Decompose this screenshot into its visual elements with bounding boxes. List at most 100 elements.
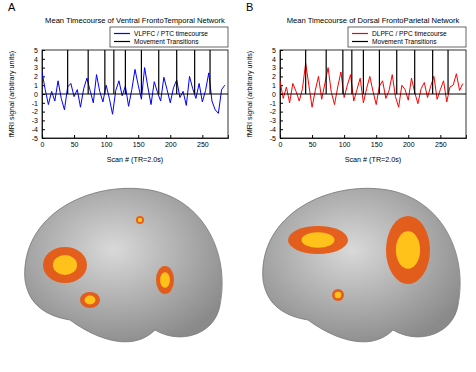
tick: -2 xyxy=(270,108,283,115)
tick-label: -1 xyxy=(270,100,276,107)
tick-label: 50 xyxy=(309,141,317,148)
tick: -1 xyxy=(32,100,45,107)
tick: -4 xyxy=(270,126,283,133)
movement-transition xyxy=(104,50,105,94)
movement-transition xyxy=(342,50,343,94)
tick: -5 xyxy=(32,135,45,142)
tick-mark xyxy=(106,135,107,138)
tick-mark xyxy=(280,129,283,130)
tick-mark xyxy=(42,59,45,60)
tick-label: 0 xyxy=(41,141,45,148)
movement-transition xyxy=(379,50,380,94)
movement-transition xyxy=(176,50,177,94)
movement-transition xyxy=(88,50,89,94)
title: Mean Timecourse of Dorsal FrontoParietal… xyxy=(287,16,460,25)
activation xyxy=(43,247,87,283)
plot-area xyxy=(280,50,466,107)
brain-outline xyxy=(263,188,460,342)
x-axis: 050100150200250 xyxy=(279,135,467,148)
tick-mark xyxy=(42,120,45,121)
axis-line xyxy=(43,135,229,139)
tick-mark xyxy=(280,50,283,51)
movement-transition xyxy=(113,50,114,94)
tick-mark xyxy=(42,138,45,139)
panel: BMean Timecourse of Dorsal FrontoParieta… xyxy=(245,1,467,342)
tick: 250 xyxy=(435,135,447,148)
panel: AMean Timecourse of Ventral FrontoTempor… xyxy=(7,1,229,342)
tick: 100 xyxy=(339,135,351,148)
tick-label: 0 xyxy=(272,91,276,98)
tick-label: 4 xyxy=(272,56,276,63)
tick-mark xyxy=(280,138,283,139)
tick-mark xyxy=(74,135,75,138)
tick: 200 xyxy=(165,135,177,148)
tick-label: -3 xyxy=(32,117,38,124)
tick-label: 1 xyxy=(272,82,276,89)
tick: 3 xyxy=(34,64,45,71)
tick: 4 xyxy=(272,56,283,63)
tick-label: 5 xyxy=(34,47,38,54)
legend: DLPFC / PPC timecourseMovement Transitio… xyxy=(348,27,466,47)
tick: 4 xyxy=(34,56,45,63)
tick-mark xyxy=(138,135,139,138)
y-axis-label: fMRI signal (arbitrary units) xyxy=(7,51,16,137)
y-axis-label: fMRI signal (arbitrary units) xyxy=(245,51,254,137)
tick: 250 xyxy=(197,135,209,148)
timecourse-line xyxy=(42,68,225,115)
tick-label: 200 xyxy=(403,141,415,148)
legend-entry: DLPFC / PPC timecourse xyxy=(372,30,447,37)
tick-mark xyxy=(42,103,45,104)
activation-core xyxy=(138,218,142,222)
tick: 50 xyxy=(309,135,317,148)
stem-baseline xyxy=(42,94,228,95)
legend-box xyxy=(348,27,466,47)
tick: 150 xyxy=(133,135,145,148)
legend-entry: Movement Transitions xyxy=(372,38,437,45)
tick-label: 1 xyxy=(34,82,38,89)
activation xyxy=(80,292,100,308)
tick-mark xyxy=(312,135,313,138)
movement-transition xyxy=(158,50,159,94)
tick-label: 250 xyxy=(435,141,447,148)
tick-label: -4 xyxy=(270,126,276,133)
tick-label: -2 xyxy=(270,108,276,115)
tick-label: 2 xyxy=(34,73,38,80)
movement-transition xyxy=(67,50,68,94)
plot-frame xyxy=(280,50,466,138)
tick-label: -5 xyxy=(32,135,38,142)
tick: -5 xyxy=(270,135,283,142)
activation xyxy=(136,216,144,224)
tick-mark xyxy=(280,103,283,104)
tick-mark xyxy=(202,135,203,138)
activation-core xyxy=(160,272,170,287)
movement-transition xyxy=(305,50,306,94)
tick-mark xyxy=(280,59,283,60)
x-axis: 0 50 100 150 200 250 xyxy=(41,135,229,148)
activation-core xyxy=(396,231,420,268)
tick-label: 3 xyxy=(272,64,276,71)
tick-mark xyxy=(344,135,345,138)
tick-mark xyxy=(280,68,283,69)
tick-mark xyxy=(42,112,45,113)
plot-frame xyxy=(42,50,228,138)
tick-mark xyxy=(42,50,45,51)
tick: -3 xyxy=(32,117,45,124)
legend-swatch xyxy=(352,41,368,42)
tick-label: 0 xyxy=(34,91,38,98)
legend-swatch xyxy=(114,41,130,42)
legend-swatch xyxy=(114,33,130,34)
tick: 50 xyxy=(71,135,79,148)
tick-mark xyxy=(280,112,283,113)
tick: 100 xyxy=(101,135,113,148)
movement-transition xyxy=(141,50,142,94)
tick-label: 100 xyxy=(339,141,351,148)
x-axis-label: Scan # (TR=2.0s) xyxy=(345,155,402,164)
activation-core xyxy=(335,292,342,299)
brain-outline xyxy=(25,188,222,342)
tick-label: 4 xyxy=(34,56,38,63)
tick: -3 xyxy=(270,117,283,124)
tick-label: 200 xyxy=(165,141,177,148)
x-axis-label: Scan # (TR=2.0s) xyxy=(107,155,164,164)
tick-mark xyxy=(170,135,171,138)
legend-swatch xyxy=(352,33,368,34)
